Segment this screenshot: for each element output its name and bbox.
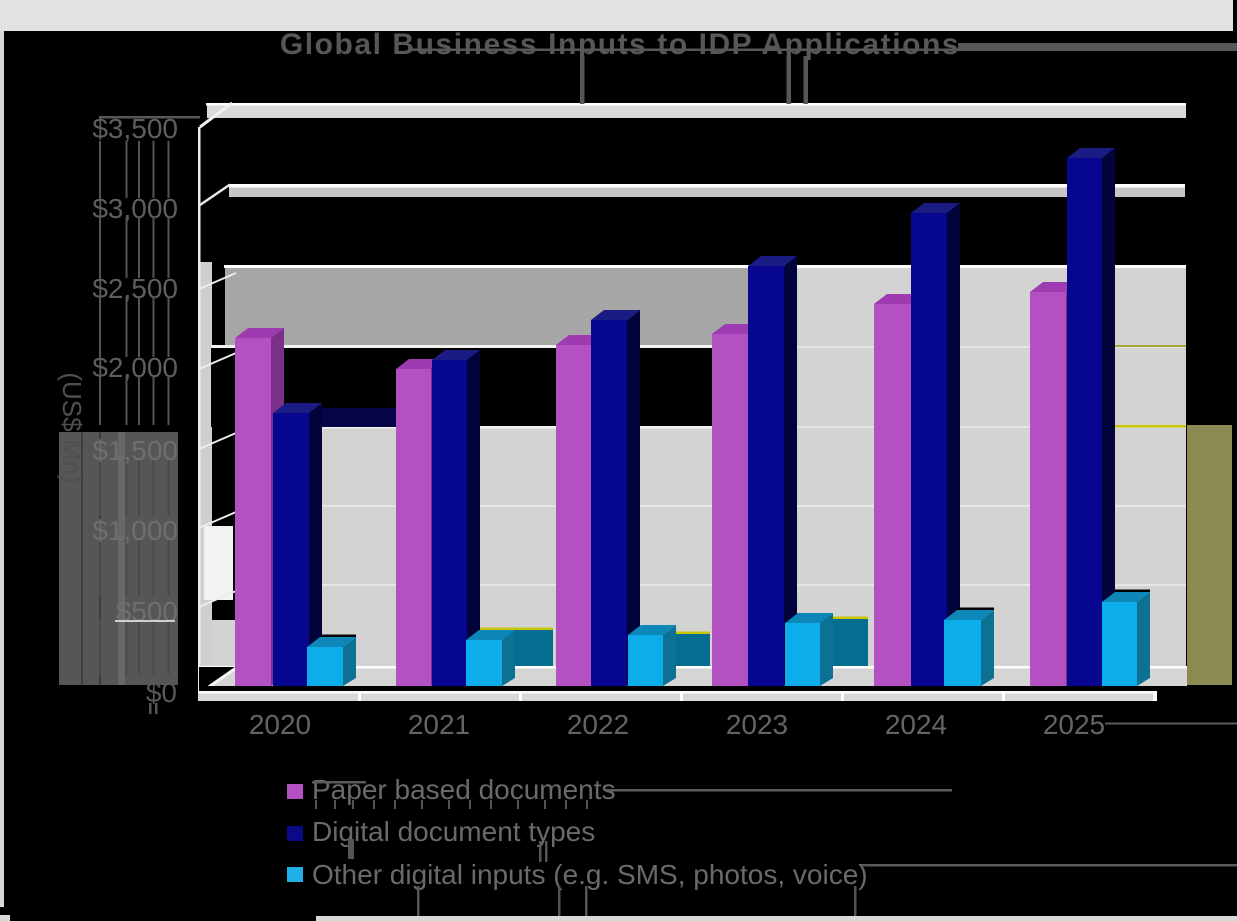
svg-text:$500: $500 [116, 596, 178, 627]
svg-text:2023: 2023 [726, 709, 788, 740]
svg-text:$1,000: $1,000 [92, 515, 178, 546]
svg-text:$3,000: $3,000 [92, 193, 178, 224]
svg-text:$1,500: $1,500 [92, 435, 178, 466]
svg-text:2024: 2024 [885, 709, 947, 740]
svg-text:2021: 2021 [408, 709, 470, 740]
svg-text:Other digital inputs (e.g. SMS: Other digital inputs (e.g. SMS, photos, … [312, 859, 868, 890]
svg-text:$2,000: $2,000 [92, 352, 178, 383]
svg-text:2022: 2022 [567, 709, 629, 740]
svg-text:2020: 2020 [249, 709, 311, 740]
svg-text:$2,500: $2,500 [92, 273, 178, 304]
svg-text:2025: 2025 [1043, 709, 1105, 740]
svg-text:Global Business Inputs to IDP: Global Business Inputs to IDP Applicatio… [280, 28, 960, 61]
svg-text:(US$ Mn): (US$ Mn) [57, 372, 87, 483]
svg-text:$3,500: $3,500 [92, 113, 178, 144]
svg-text:Digital document types: Digital document types [312, 816, 595, 847]
svg-text:$0: $0 [146, 677, 177, 708]
svg-text:Paper based documents: Paper based documents [312, 774, 616, 805]
